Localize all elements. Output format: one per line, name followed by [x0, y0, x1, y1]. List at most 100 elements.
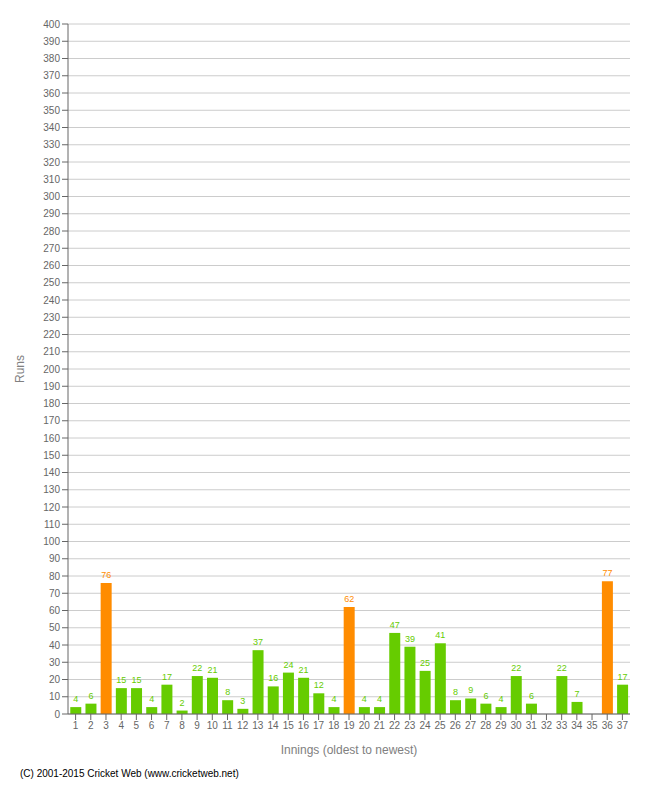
- svg-text:60: 60: [49, 605, 61, 616]
- svg-text:11: 11: [222, 720, 233, 731]
- svg-text:37: 37: [617, 720, 629, 731]
- svg-text:10: 10: [207, 720, 219, 731]
- svg-text:6: 6: [88, 691, 93, 701]
- svg-text:26: 26: [450, 720, 462, 731]
- svg-text:Innings (oldest to newest): Innings (oldest to newest): [281, 743, 418, 757]
- svg-text:270: 270: [43, 243, 60, 254]
- svg-text:90: 90: [49, 553, 61, 564]
- svg-text:22: 22: [557, 663, 567, 673]
- svg-text:4: 4: [73, 694, 78, 704]
- svg-text:170: 170: [43, 415, 60, 426]
- svg-text:62: 62: [344, 594, 354, 604]
- svg-text:290: 290: [43, 208, 60, 219]
- svg-text:34: 34: [571, 720, 583, 731]
- svg-text:22: 22: [389, 720, 401, 731]
- svg-text:Runs: Runs: [13, 355, 27, 383]
- svg-text:18: 18: [328, 720, 340, 731]
- svg-text:15: 15: [132, 675, 142, 685]
- svg-text:15: 15: [116, 675, 126, 685]
- svg-text:22: 22: [192, 663, 202, 673]
- svg-text:260: 260: [43, 260, 60, 271]
- svg-text:33: 33: [556, 720, 568, 731]
- svg-text:300: 300: [43, 191, 60, 202]
- svg-text:6: 6: [149, 720, 155, 731]
- svg-text:140: 140: [43, 467, 60, 478]
- svg-text:320: 320: [43, 157, 60, 168]
- svg-text:330: 330: [43, 139, 60, 150]
- svg-text:10: 10: [49, 691, 61, 702]
- svg-text:220: 220: [43, 329, 60, 340]
- svg-text:280: 280: [43, 226, 60, 237]
- svg-text:12: 12: [314, 680, 324, 690]
- svg-text:2: 2: [88, 720, 94, 731]
- svg-text:130: 130: [43, 484, 60, 495]
- svg-text:16: 16: [268, 673, 278, 683]
- svg-text:6: 6: [529, 691, 534, 701]
- svg-text:24: 24: [283, 660, 293, 670]
- svg-text:37: 37: [253, 637, 263, 647]
- svg-text:39: 39: [405, 634, 415, 644]
- svg-text:210: 210: [43, 346, 60, 357]
- svg-text:36: 36: [602, 720, 614, 731]
- svg-text:41: 41: [435, 630, 445, 640]
- svg-text:17: 17: [313, 720, 325, 731]
- svg-text:8: 8: [453, 687, 458, 697]
- svg-text:4: 4: [362, 694, 367, 704]
- svg-text:100: 100: [43, 536, 60, 547]
- svg-text:35: 35: [586, 720, 598, 731]
- svg-text:360: 360: [43, 88, 60, 99]
- svg-text:150: 150: [43, 450, 60, 461]
- svg-text:5: 5: [134, 720, 140, 731]
- svg-text:160: 160: [43, 433, 60, 444]
- svg-text:400: 400: [43, 19, 60, 30]
- svg-text:23: 23: [404, 720, 416, 731]
- svg-text:14: 14: [267, 720, 279, 731]
- svg-text:40: 40: [49, 640, 61, 651]
- svg-text:28: 28: [480, 720, 492, 731]
- svg-text:4: 4: [331, 694, 336, 704]
- svg-text:9: 9: [194, 720, 200, 731]
- svg-text:350: 350: [43, 105, 60, 116]
- svg-text:70: 70: [49, 588, 61, 599]
- svg-text:4: 4: [118, 720, 124, 731]
- svg-text:77: 77: [602, 568, 612, 578]
- svg-text:110: 110: [44, 519, 60, 530]
- svg-text:8: 8: [179, 720, 185, 731]
- svg-text:4: 4: [377, 694, 382, 704]
- svg-text:21: 21: [207, 665, 217, 675]
- svg-text:13: 13: [252, 720, 264, 731]
- svg-text:9: 9: [468, 685, 473, 695]
- svg-text:340: 340: [43, 122, 60, 133]
- svg-text:3: 3: [240, 696, 245, 706]
- svg-text:7: 7: [164, 720, 170, 731]
- svg-text:310: 310: [43, 174, 60, 185]
- svg-text:19: 19: [343, 720, 355, 731]
- svg-text:240: 240: [43, 295, 60, 306]
- svg-text:0: 0: [54, 709, 60, 720]
- svg-text:20: 20: [49, 674, 61, 685]
- svg-text:250: 250: [43, 277, 60, 288]
- svg-text:31: 31: [526, 720, 538, 731]
- svg-text:180: 180: [43, 398, 60, 409]
- svg-text:30: 30: [49, 657, 61, 668]
- svg-text:7: 7: [575, 689, 580, 699]
- svg-text:22: 22: [511, 663, 521, 673]
- svg-text:21: 21: [299, 665, 309, 675]
- svg-text:25: 25: [435, 720, 447, 731]
- svg-text:230: 230: [43, 312, 60, 323]
- svg-text:24: 24: [419, 720, 431, 731]
- svg-text:30: 30: [511, 720, 523, 731]
- svg-text:390: 390: [43, 36, 60, 47]
- svg-text:12: 12: [237, 720, 249, 731]
- svg-text:25: 25: [420, 658, 430, 668]
- svg-text:6: 6: [483, 691, 488, 701]
- svg-text:4: 4: [499, 694, 504, 704]
- svg-text:370: 370: [43, 70, 60, 81]
- svg-text:15: 15: [283, 720, 295, 731]
- svg-text:76: 76: [101, 570, 111, 580]
- svg-text:200: 200: [43, 364, 60, 375]
- svg-text:1: 1: [73, 720, 79, 731]
- svg-text:120: 120: [43, 502, 60, 513]
- svg-text:50: 50: [49, 622, 61, 633]
- svg-text:17: 17: [162, 672, 172, 682]
